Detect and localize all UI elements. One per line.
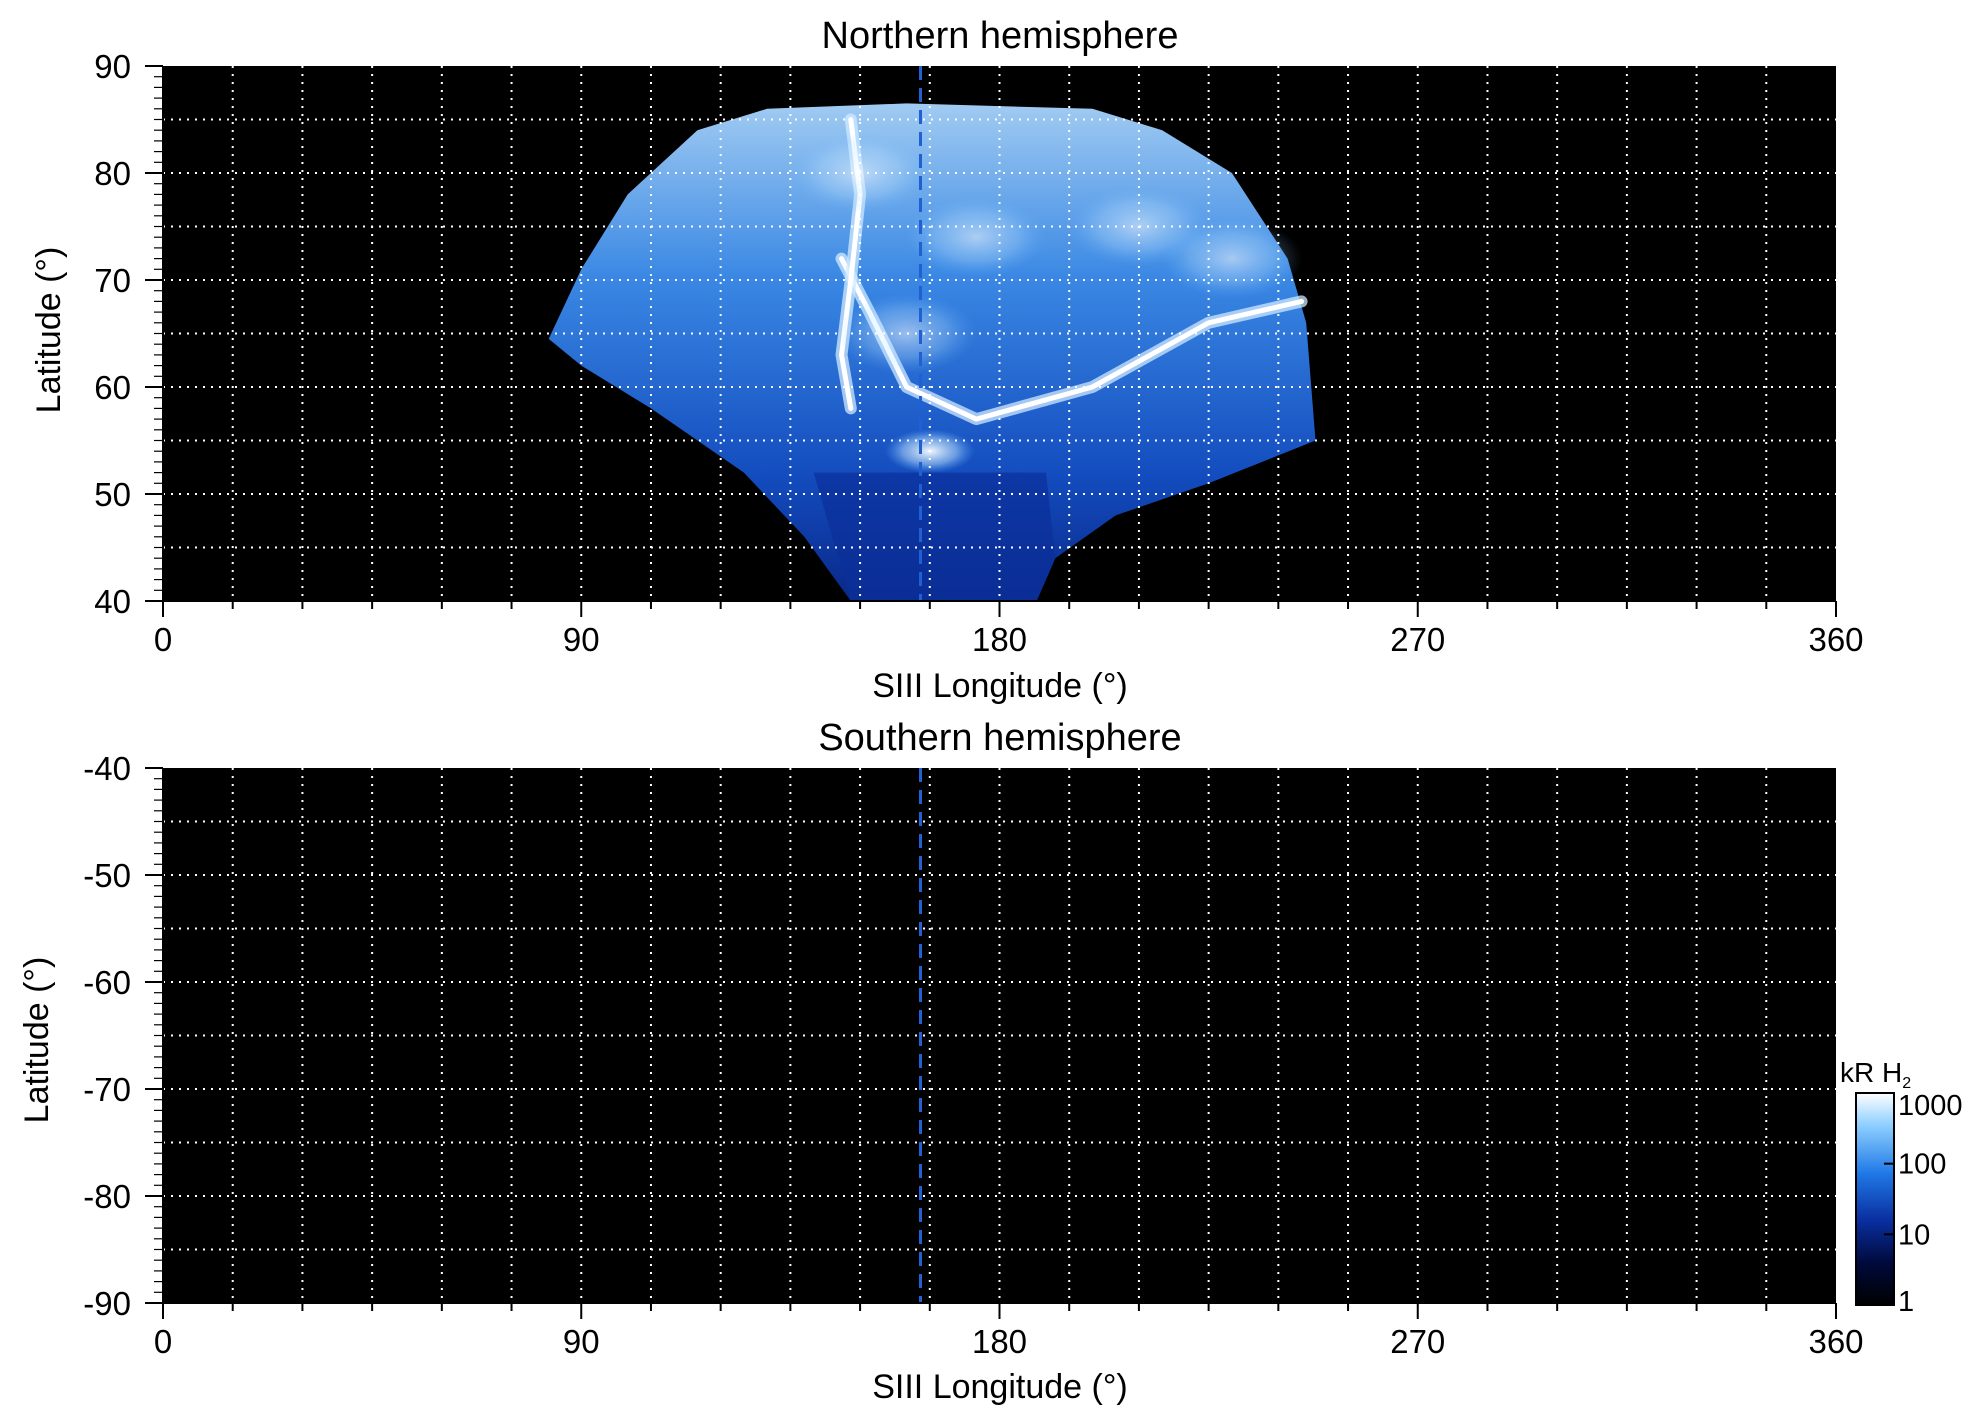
x-axis-label: SIII Longitude (°) [872,667,1128,705]
y-tick-label: 80 [94,155,131,192]
y-axis-label: Latitude (°) [30,247,68,414]
y-tick-label: 90 [94,48,131,85]
northern-hemisphere-panel: Northern hemisphere 40 50 60 70 80 90 0 90 180 2… [30,15,1864,705]
x-axis: 0 90 180 270 360 [154,600,1864,658]
y-tick-label: 40 [94,583,131,620]
y-tick-label: 50 [94,476,131,513]
colorbar-label: kR H2 [1840,1057,1911,1092]
y-axis: 40 50 60 70 80 90 [94,48,164,620]
x-tick-label: 270 [1390,621,1445,658]
x-axis-label: SIII Longitude (°) [872,1368,1128,1406]
x-axis: 0 90 180 270 360 [154,1302,1864,1360]
y-tick-label: -60 [83,964,131,1001]
x-tick-label: 180 [972,1323,1027,1360]
x-tick-label: 90 [563,621,600,658]
y-axis: -40 -50 -60 -70 -80 -90 [83,750,164,1322]
x-tick-label: 0 [154,621,172,658]
panel-title: Southern hemisphere [818,717,1181,759]
colorbar-label-subscript: 2 [1902,1075,1911,1092]
colorbar-scale [1855,1092,1895,1306]
y-tick-label: -90 [83,1285,131,1322]
y-tick-label: -80 [83,1178,131,1215]
x-tick-label: 90 [563,1323,600,1360]
noise-region [813,472,1056,601]
grid [163,768,1836,1303]
y-tick-label: -70 [83,1071,131,1108]
y-tick-label: 70 [94,262,131,299]
x-tick-label: 360 [1808,621,1863,658]
diffuse-patch [836,293,977,374]
x-tick-label: 180 [972,621,1027,658]
colorbar-tick-label: 100 [1898,1149,1946,1181]
x-tick-label: 360 [1808,1323,1863,1360]
grid [163,66,1836,601]
southern-hemisphere-panel: Southern hemisphere -40 -50 -60 -70 -80 -90 0… [18,717,1864,1406]
diffuse-patch [906,197,1047,278]
x-tick-label: 0 [154,1323,172,1360]
aurora-emission [548,103,1316,602]
diffuse-patch [1161,218,1302,299]
colorbar-ticks: 1 10 100 1000 [1884,1090,1963,1318]
x-tick-label: 270 [1390,1323,1445,1360]
colorbar-tick-label: 10 [1898,1219,1930,1251]
colorbar-tick-label: 1 [1898,1286,1914,1318]
colorbar: kR H2 1 10 100 1000 [1840,1057,1963,1318]
y-tick-label: -40 [83,750,131,787]
y-axis-label: Latitude (°) [18,957,56,1124]
y-tick-label: -50 [83,857,131,894]
y-tick-label: 60 [94,369,131,406]
colorbar-tick-label: 1000 [1898,1090,1963,1122]
panel-title: Northern hemisphere [822,15,1179,57]
